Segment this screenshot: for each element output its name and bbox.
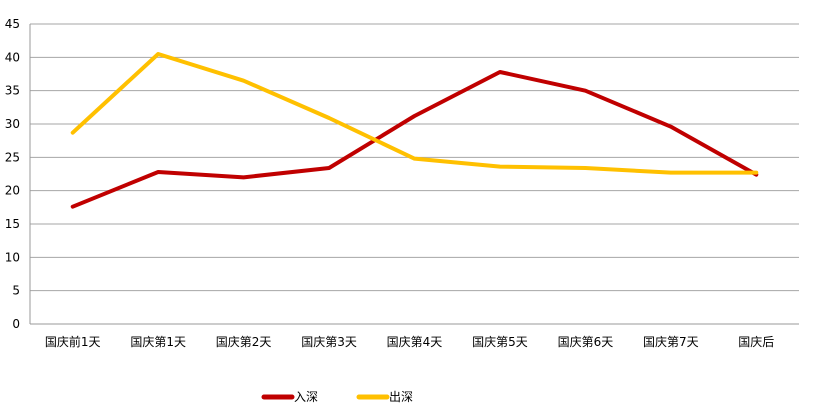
- x-tick-label: 国庆后: [738, 335, 774, 349]
- y-axis-ticks: 0 5 10 15 20 25 30 35 40 45: [5, 17, 20, 331]
- y-tick-label: 25: [5, 150, 20, 164]
- y-tick-label: 30: [5, 117, 20, 131]
- y-tick-label: 20: [5, 184, 20, 198]
- x-tick-label: 国庆第3天: [301, 335, 357, 349]
- y-tick-label: 10: [5, 250, 20, 264]
- series-line-0: [70, 70, 759, 209]
- x-tick-label: 国庆第1天: [130, 335, 186, 349]
- series-lines: [70, 52, 759, 209]
- x-tick-label: 国庆第2天: [216, 335, 272, 349]
- x-tick-label: 国庆第5天: [472, 335, 528, 349]
- x-tick-label: 国庆第4天: [387, 335, 443, 349]
- x-tick-label: 国庆第7天: [643, 335, 699, 349]
- x-tick-label: 国庆第6天: [558, 335, 614, 349]
- y-tick-label: 5: [12, 284, 20, 298]
- y-tick-label: 15: [5, 217, 20, 231]
- y-tick-label: 40: [5, 50, 20, 64]
- x-tick-label: 国庆前1天: [45, 334, 101, 349]
- x-axis-ticks: 国庆前1天 国庆第1天 国庆第2天 国庆第3天 国庆第4天 国庆第5天 国庆第6天 国庆第7天…: [45, 334, 774, 349]
- series-line-1: [70, 52, 759, 175]
- y-tick-label: 35: [5, 84, 20, 98]
- y-tick-label: 0: [12, 317, 20, 331]
- legend-label: 入深: [294, 390, 318, 404]
- legend: 入深 出深: [261, 390, 413, 404]
- y-tick-label: 45: [5, 17, 20, 31]
- legend-label: 出深: [389, 390, 413, 404]
